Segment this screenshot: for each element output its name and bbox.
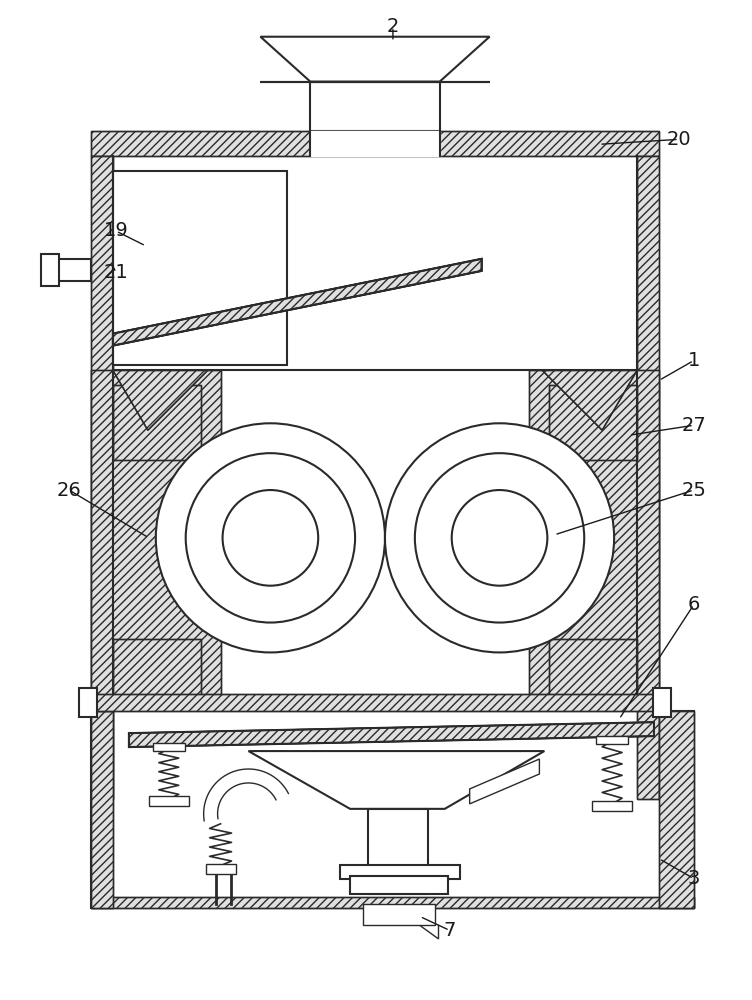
Text: 3: 3 [687,869,700,888]
Polygon shape [113,259,481,346]
Ellipse shape [223,490,318,586]
Polygon shape [113,259,481,346]
Bar [91,711,113,908]
Bar [41,254,59,286]
Bar [550,385,637,460]
Bar [113,639,201,704]
Bar [91,131,659,156]
Ellipse shape [415,453,584,623]
Ellipse shape [452,490,547,586]
Bar [113,171,287,365]
Bar [550,385,637,460]
Bar [653,688,671,717]
Polygon shape [129,722,654,747]
Bar [529,370,659,704]
Bar [91,694,659,711]
Polygon shape [260,37,490,82]
Polygon shape [542,370,637,430]
Bar [91,897,694,908]
Ellipse shape [156,423,385,652]
Bar [550,639,637,704]
Bar [592,801,632,811]
Bar [550,639,637,704]
Text: 26: 26 [56,481,81,500]
Bar [56,259,91,281]
Bar [113,385,201,460]
Text: 20: 20 [666,130,691,149]
Bar [113,639,201,704]
Bar [91,897,694,908]
Bar [91,131,659,156]
Polygon shape [470,759,539,804]
Polygon shape [248,751,544,809]
Bar [91,711,113,908]
Bar [529,370,659,704]
Text: 25: 25 [681,481,706,500]
Bar [340,865,459,879]
Bar [637,156,659,799]
Bar [91,156,113,799]
Bar [659,711,694,908]
Text: 6: 6 [687,595,700,614]
Bar [91,370,220,704]
Bar [113,385,201,460]
Text: 27: 27 [681,416,706,435]
Bar [91,711,694,908]
Bar [91,156,113,799]
Bar [311,82,440,131]
Ellipse shape [385,423,614,652]
Bar [205,864,235,874]
Bar [350,876,447,894]
Text: 21: 21 [104,263,129,282]
Bar [596,736,628,744]
Polygon shape [113,370,208,430]
Bar [91,370,220,704]
Bar [311,131,440,156]
Bar [149,796,189,806]
Text: 1: 1 [687,351,700,370]
Text: 2: 2 [387,17,399,36]
Bar [91,694,659,711]
Bar [637,156,659,799]
Text: 19: 19 [104,221,129,240]
Bar [659,711,694,908]
Text: 7: 7 [444,921,456,940]
Bar [153,743,185,751]
Bar [79,688,97,717]
Bar [363,904,435,925]
Ellipse shape [186,453,355,623]
Bar [368,809,428,894]
